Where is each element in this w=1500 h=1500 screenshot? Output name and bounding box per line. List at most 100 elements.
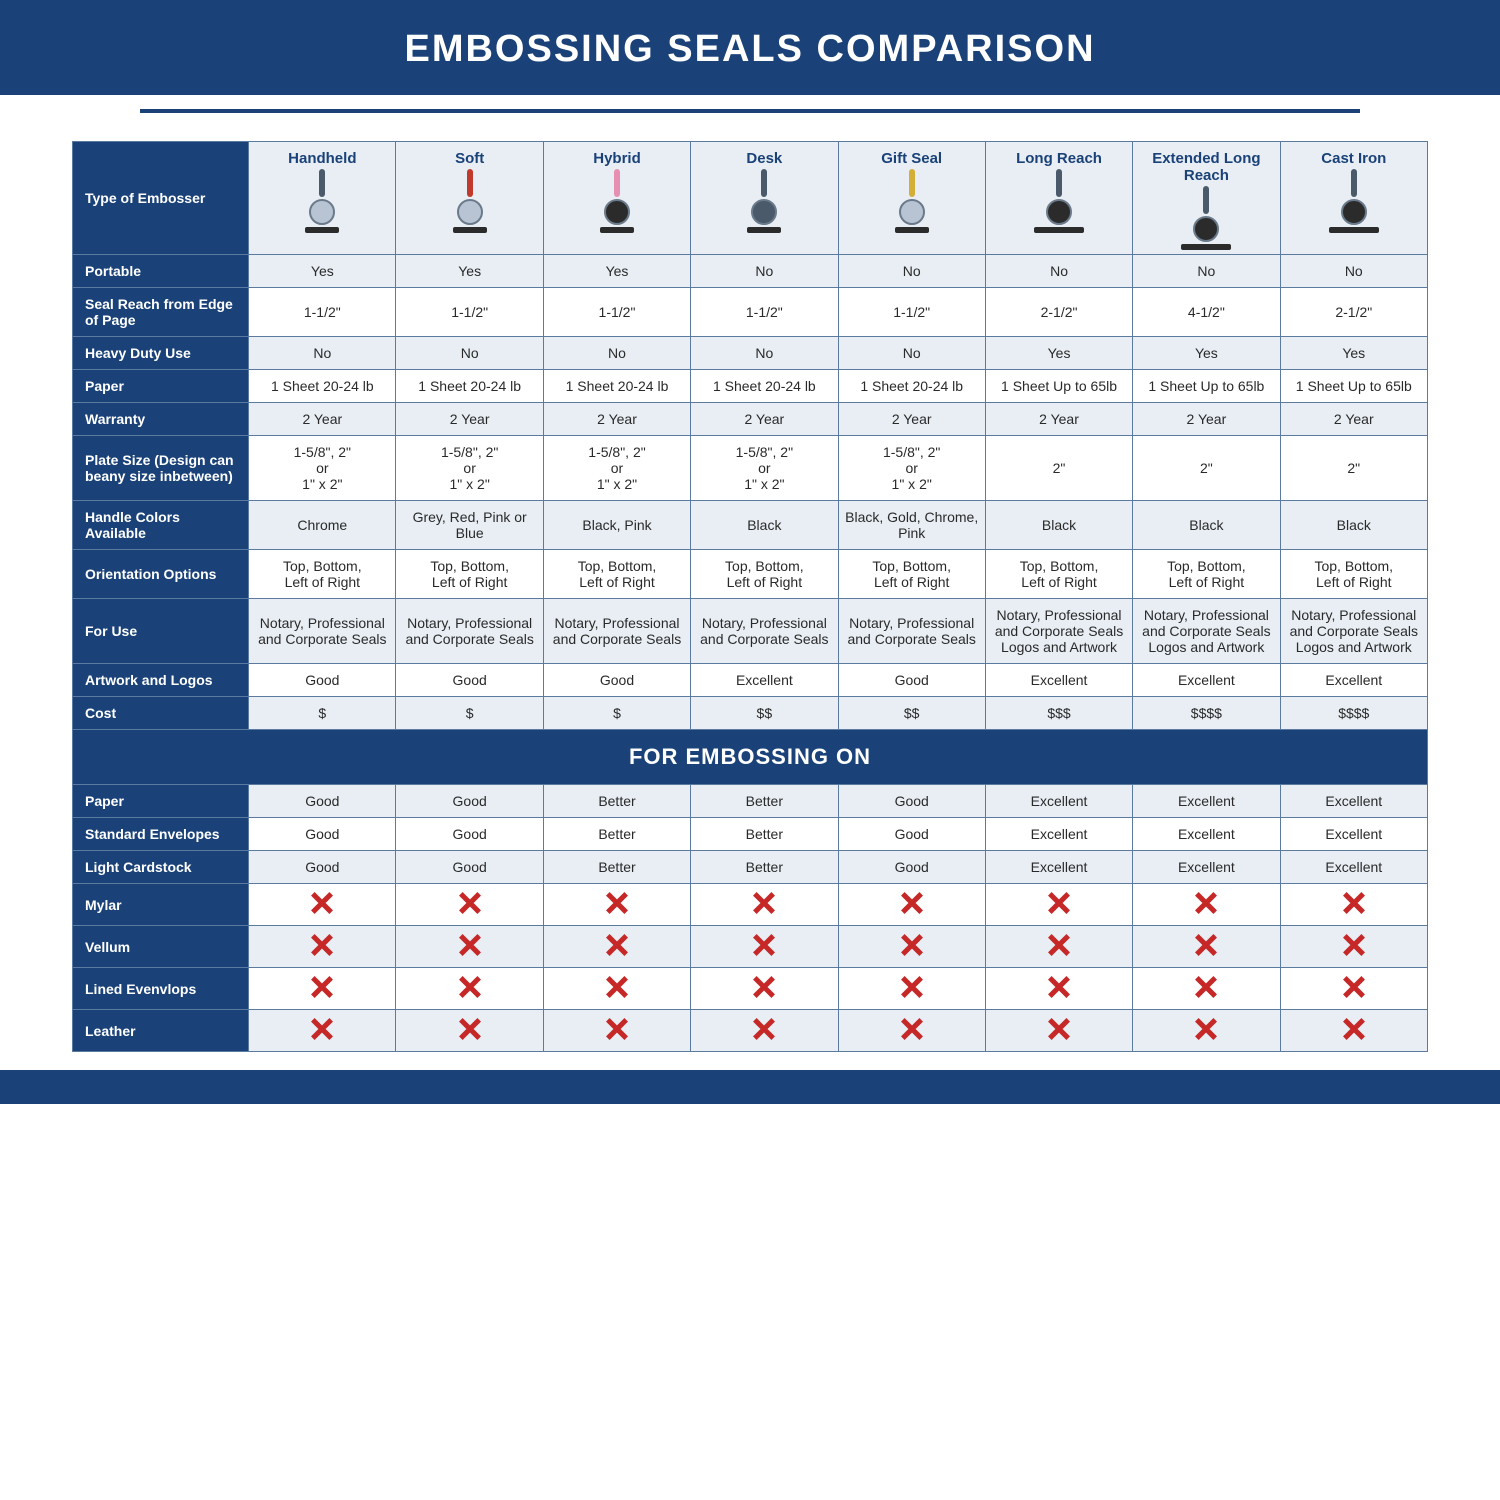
table-cell [543, 884, 690, 926]
embosser-icon [1329, 171, 1379, 233]
column-label: Soft [455, 150, 484, 167]
table-cell: Excellent [1280, 818, 1427, 851]
x-mark-icon [753, 1018, 775, 1040]
table-cell [838, 1010, 985, 1052]
table-cell: Excellent [1280, 851, 1427, 884]
table-cell: $ [249, 697, 396, 730]
table-row: Seal Reach from Edge of Page1-1/2"1-1/2"… [73, 288, 1428, 337]
column-header-desk: Desk [691, 142, 838, 255]
table-cell [691, 884, 838, 926]
section-title: FOR EMBOSSING ON [73, 730, 1428, 785]
table-row: Orientation OptionsTop, Bottom, Left of … [73, 550, 1428, 599]
table-cell: Excellent [985, 785, 1132, 818]
table-cell [1280, 926, 1427, 968]
column-header-gift: Gift Seal [838, 142, 985, 255]
table-cell: $ [396, 697, 543, 730]
table-cell: Top, Bottom, Left of Right [985, 550, 1132, 599]
table-cell [691, 968, 838, 1010]
table-cell: Good [396, 785, 543, 818]
bottom-body: PaperGoodGoodBetterBetterGoodExcellentEx… [73, 785, 1428, 1052]
table-cell: Good [396, 818, 543, 851]
table-cell: Good [249, 818, 396, 851]
row-label: Vellum [73, 926, 249, 968]
table-cell [249, 926, 396, 968]
table-cell: Grey, Red, Pink or Blue [396, 501, 543, 550]
table-cell: No [543, 337, 690, 370]
x-mark-icon [459, 1018, 481, 1040]
x-mark-icon [606, 934, 628, 956]
table-cell: Excellent [1280, 664, 1427, 697]
embosser-icon [1034, 171, 1084, 233]
table-cell: No [1133, 255, 1280, 288]
table-cell [1280, 1010, 1427, 1052]
row-label: Light Cardstock [73, 851, 249, 884]
table-cell: Notary, Professional and Corporate Seals [249, 599, 396, 664]
table-cell: $$$$ [1133, 697, 1280, 730]
x-mark-icon [1343, 934, 1365, 956]
embosser-icon [747, 171, 781, 233]
table-cell: Black [1133, 501, 1280, 550]
table-cell: Better [691, 818, 838, 851]
column-label: Extended Long Reach [1137, 150, 1275, 184]
row-label: Portable [73, 255, 249, 288]
column-header-handheld: Handheld [249, 142, 396, 255]
table-cell: Better [543, 818, 690, 851]
table-row: Heavy Duty UseNoNoNoNoNoYesYesYes [73, 337, 1428, 370]
table-cell: No [249, 337, 396, 370]
x-mark-icon [311, 976, 333, 998]
table-cell: Good [249, 785, 396, 818]
table-cell: Good [838, 664, 985, 697]
table-cell: 1-1/2" [396, 288, 543, 337]
row-label: Mylar [73, 884, 249, 926]
x-mark-icon [1048, 934, 1070, 956]
table-cell: Excellent [1133, 664, 1280, 697]
table-cell: Black, Gold, Chrome, Pink [838, 501, 985, 550]
table-cell [1133, 1010, 1280, 1052]
row-label: Standard Envelopes [73, 818, 249, 851]
table-cell: 1-5/8", 2" or 1" x 2" [396, 436, 543, 501]
embosser-icon [895, 171, 929, 233]
x-mark-icon [606, 976, 628, 998]
table-row: Vellum [73, 926, 1428, 968]
table-row: PortableYesYesYesNoNoNoNoNo [73, 255, 1428, 288]
title-underline [140, 109, 1360, 113]
table-row: Warranty2 Year2 Year2 Year2 Year2 Year2 … [73, 403, 1428, 436]
table-cell [691, 926, 838, 968]
x-mark-icon [311, 1018, 333, 1040]
table-cell [249, 968, 396, 1010]
x-mark-icon [753, 934, 775, 956]
table-cell [985, 884, 1132, 926]
table-cell [691, 1010, 838, 1052]
table-cell: No [396, 337, 543, 370]
column-label: Gift Seal [881, 150, 942, 167]
top-body: PortableYesYesYesNoNoNoNoNoSeal Reach fr… [73, 255, 1428, 730]
row-label: Orientation Options [73, 550, 249, 599]
table-cell [249, 1010, 396, 1052]
row-label: For Use [73, 599, 249, 664]
table-cell: No [1280, 255, 1427, 288]
table-cell: Yes [985, 337, 1132, 370]
column-header-cast: Cast Iron [1280, 142, 1427, 255]
table-cell [1133, 968, 1280, 1010]
table-row: PaperGoodGoodBetterBetterGoodExcellentEx… [73, 785, 1428, 818]
table-cell [249, 884, 396, 926]
table-cell: 2 Year [249, 403, 396, 436]
table-cell: Top, Bottom, Left of Right [1133, 550, 1280, 599]
table-cell: Top, Bottom, Left of Right [249, 550, 396, 599]
header-row: Type of Embosser HandheldSoftHybridDeskG… [73, 142, 1428, 255]
table-cell: 1 Sheet 20-24 lb [838, 370, 985, 403]
table-cell: No [838, 255, 985, 288]
table-cell: Good [838, 818, 985, 851]
row-label: Plate Size (Design can beany size inbetw… [73, 436, 249, 501]
table-cell: 1 Sheet Up to 65lb [985, 370, 1132, 403]
table-cell: No [838, 337, 985, 370]
table-cell: Excellent [985, 664, 1132, 697]
table-cell: 2-1/2" [1280, 288, 1427, 337]
x-mark-icon [901, 976, 923, 998]
table-cell: 1 Sheet Up to 65lb [1280, 370, 1427, 403]
column-header-hybrid: Hybrid [543, 142, 690, 255]
table-cell: 1 Sheet 20-24 lb [396, 370, 543, 403]
table-cell: Excellent [1280, 785, 1427, 818]
table-cell: Top, Bottom, Left of Right [691, 550, 838, 599]
table-cell: 4-1/2" [1133, 288, 1280, 337]
